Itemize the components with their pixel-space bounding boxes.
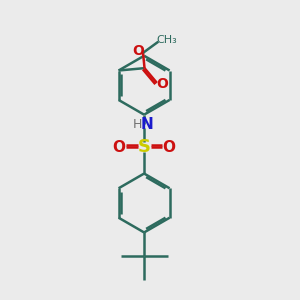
Text: CH₃: CH₃	[156, 35, 177, 45]
Text: O: O	[112, 140, 126, 154]
Text: H: H	[133, 118, 142, 130]
Text: O: O	[156, 77, 168, 91]
Text: O: O	[132, 44, 144, 58]
Text: N: N	[141, 117, 153, 132]
Text: S: S	[138, 138, 151, 156]
Text: O: O	[163, 140, 176, 154]
